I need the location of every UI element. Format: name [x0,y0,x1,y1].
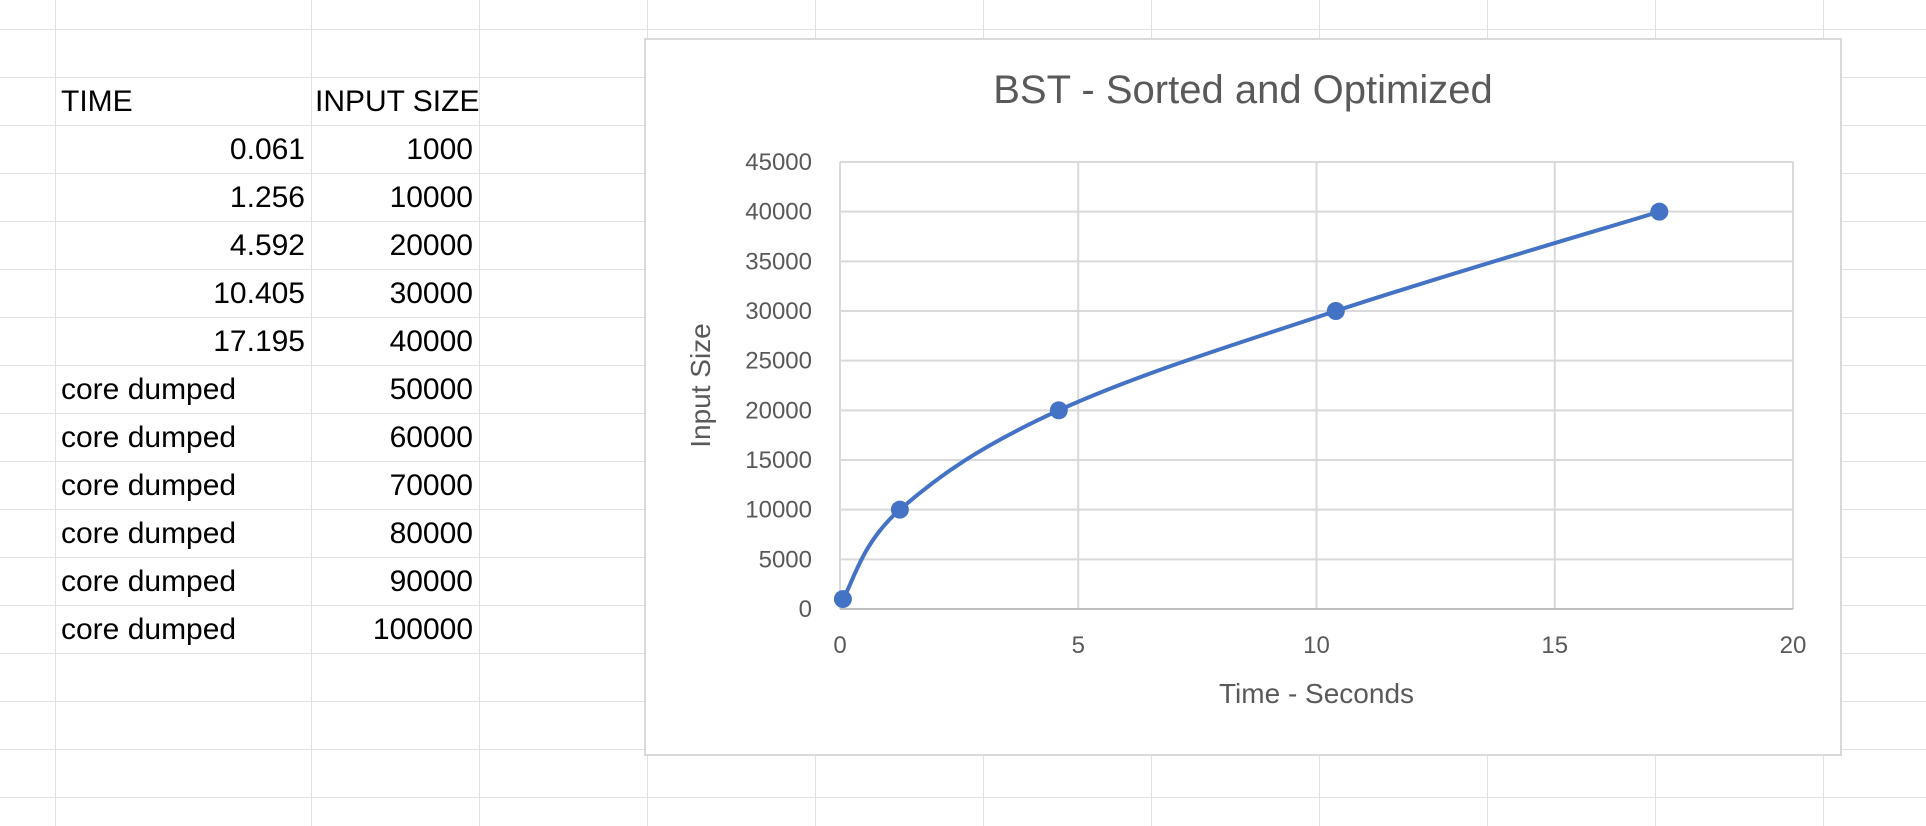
input-size-cell[interactable]: 80000 [389,517,473,550]
x-tick-label: 10 [1303,632,1330,659]
data-point[interactable] [833,590,852,609]
input-size-cell[interactable]: 40000 [389,325,473,358]
input-size-cell[interactable]: 10000 [389,181,473,214]
y-tick-label: 45000 [745,149,812,176]
y-tick-label: 35000 [745,248,812,275]
input-size-cell[interactable]: 70000 [389,469,473,502]
input-size-cell[interactable]: 20000 [389,229,473,262]
time-cell[interactable]: 4.592 [229,229,305,262]
y-tick-label: 20000 [745,397,812,424]
y-tick-label: 0 [799,596,812,623]
y-tick-label: 40000 [745,199,812,226]
x-tick-label: 15 [1541,632,1568,659]
time-cell[interactable]: 17.195 [213,325,305,358]
data-point[interactable] [1650,202,1669,221]
series-line [840,209,1662,602]
header-time[interactable]: TIME [61,85,133,118]
input-size-cell[interactable]: 100000 [372,613,473,646]
time-cell[interactable]: 0.061 [229,133,305,166]
x-tick-label: 0 [833,632,846,659]
input-size-cell[interactable]: 90000 [389,565,473,598]
data-point[interactable] [1326,302,1345,320]
y-tick-label: 30000 [745,298,812,325]
data-point[interactable] [890,500,909,519]
y-tick-label: 5000 [759,546,812,573]
data-point[interactable] [1049,401,1068,420]
y-tick-label: 15000 [745,447,812,474]
input-size-cell[interactable]: 30000 [389,277,473,310]
y-tick-label: 10000 [745,497,812,524]
x-tick-label: 20 [1780,632,1807,659]
time-cell[interactable]: 1.256 [229,181,305,214]
time-cell[interactable]: core dumped [61,373,237,406]
time-cell[interactable]: core dumped [61,517,237,550]
y-tick-label: 25000 [745,348,812,375]
x-axis-title: Time - Seconds [1219,678,1414,709]
input-size-cell[interactable]: 1000 [406,133,473,166]
time-cell[interactable]: 10.405 [213,277,305,310]
input-size-cell[interactable]: 50000 [389,373,473,406]
time-cell[interactable]: core dumped [61,613,237,646]
time-cell[interactable]: core dumped [61,565,237,598]
time-cell[interactable]: core dumped [61,469,237,502]
input-size-cell[interactable]: 60000 [389,421,473,454]
chart-title: BST - Sorted and Optimized [993,68,1493,112]
header-input-size[interactable]: INPUT SIZE [315,85,479,118]
time-cell[interactable]: core dumped [61,421,237,454]
x-tick-label: 5 [1072,632,1085,659]
y-axis-title: Input Size [685,323,716,448]
chart-container[interactable]: BST - Sorted and Optimized 0 5000 10000 150… [644,38,1842,756]
scatter-chart: 0 5000 10000 15000 20000 25000 30000 35000 40000… [685,149,1807,709]
